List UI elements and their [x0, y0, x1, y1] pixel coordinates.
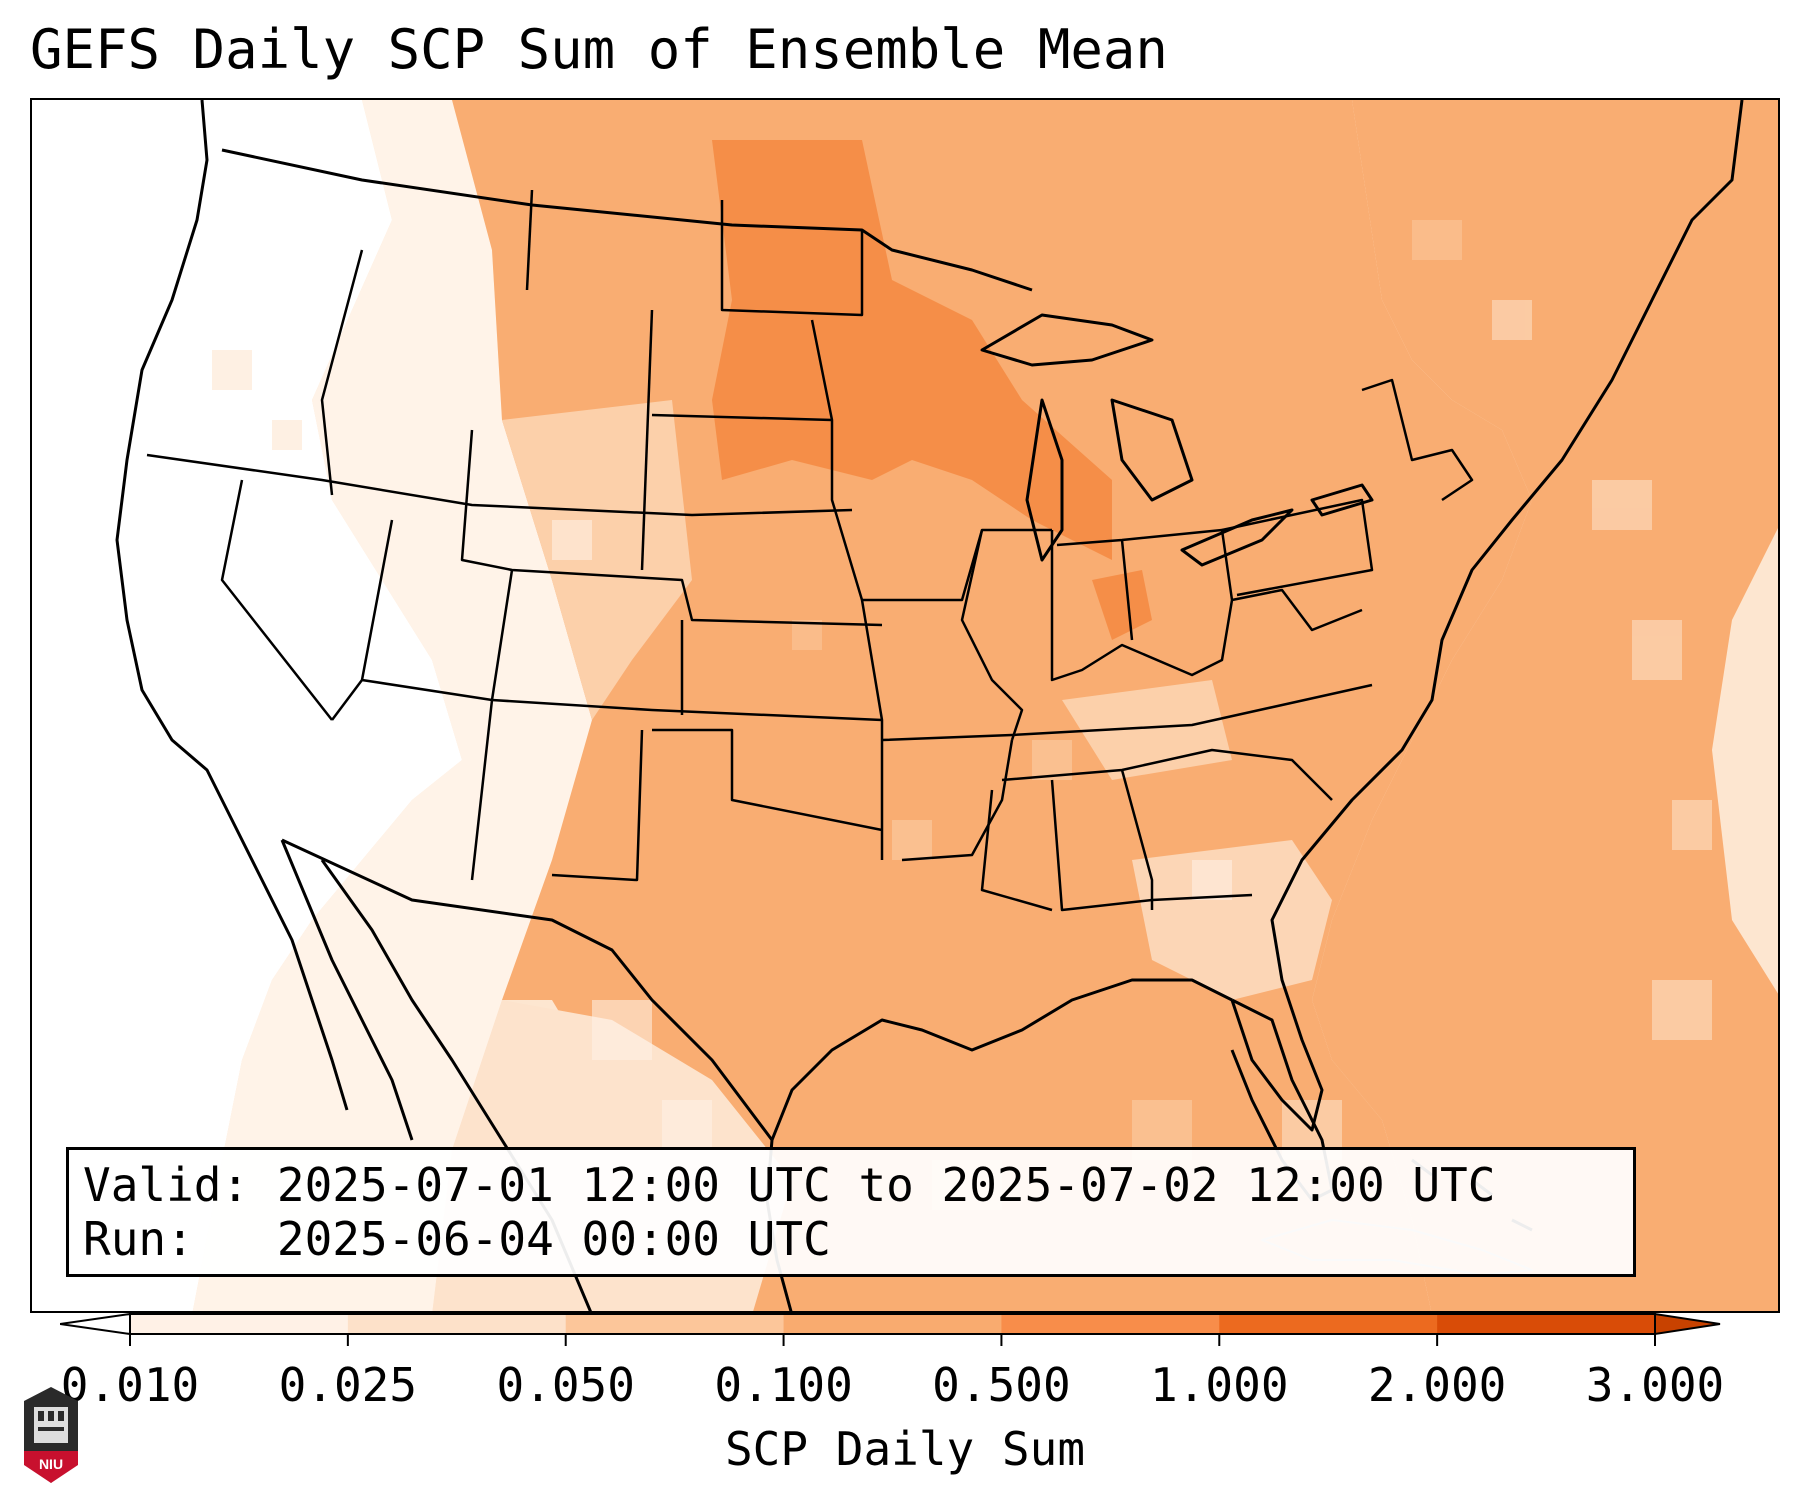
colorbar-tick-label: 0.050	[496, 1358, 635, 1412]
lake-superior	[980, 313, 1154, 367]
state-borders	[146, 189, 1474, 912]
niu-logo: NIU	[24, 1387, 78, 1483]
colorbar-bin	[783, 1314, 1002, 1334]
colorbar-tick-label: 3.000	[1585, 1358, 1725, 1412]
colorbar-tick-label: 2.000	[1367, 1358, 1507, 1412]
colorbar-outline	[129, 1313, 1656, 1335]
run-value: 2025-06-04 00:00 UTC	[276, 1212, 831, 1266]
colorbar-extend-high	[1654, 1312, 1721, 1336]
atlantic-coastline	[1230, 100, 1744, 1132]
border-us-mexico	[281, 838, 774, 1141]
field-west-low	[32, 100, 462, 1311]
colorbar-tick-label: 0.025	[278, 1358, 418, 1412]
map-canvas	[32, 100, 1778, 1311]
run-label: Run:	[83, 1212, 194, 1266]
validity-info-box: Valid: 2025-07-01 12:00 UTC to 2025-07-0…	[66, 1147, 1636, 1277]
colorbar-bin	[347, 1314, 567, 1334]
field-dakotas-dark	[712, 140, 1112, 560]
lake-huron	[1110, 398, 1194, 502]
valid-value: 2025-07-01 12:00 UTC to 2025-07-02 12:00…	[276, 1158, 1496, 1212]
logo-text: NIU	[39, 1456, 63, 1472]
colorbar-label: SCP Daily Sum	[724, 1422, 1086, 1476]
valid-label: Valid:	[83, 1158, 250, 1212]
colorbar-bin	[1437, 1314, 1656, 1334]
colorbar-extend-low	[60, 1312, 131, 1336]
field-illinois-dark	[1092, 570, 1152, 640]
map-title: GEFS Daily SCP Sum of Ensemble Mean	[30, 18, 1168, 81]
colorbar-tick-label: 0.100	[714, 1358, 853, 1412]
field-west-light	[192, 100, 592, 1311]
colorbar-bin	[130, 1314, 349, 1334]
colorbar-tick-label: 0.010	[60, 1358, 200, 1412]
colorbar-tick-label: 0.500	[932, 1358, 1071, 1412]
pacific-coastline	[115, 100, 349, 1111]
colorbar-bin	[565, 1314, 785, 1334]
map-panel	[30, 98, 1780, 1313]
field-southeast-light	[1132, 840, 1332, 1000]
colorbar-bin	[1219, 1314, 1438, 1334]
colorbar-bin	[1001, 1314, 1220, 1334]
border-canada-us	[221, 148, 1033, 292]
colorbar	[60, 1312, 1721, 1346]
colorbar-tick-label: 1.000	[1150, 1358, 1289, 1412]
baja-coastline	[280, 839, 414, 1141]
